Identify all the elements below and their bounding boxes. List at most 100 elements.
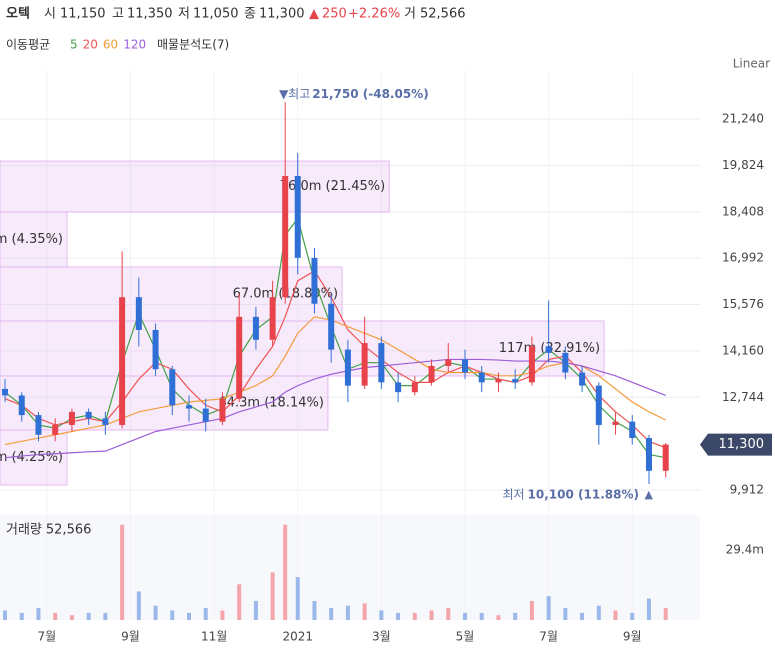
volume-bar	[630, 612, 635, 620]
volume-value: 52,566	[46, 523, 92, 538]
volume-bar	[379, 610, 384, 620]
volume-bar	[529, 600, 534, 620]
candle-body	[612, 421, 619, 425]
candle-body	[579, 372, 586, 386]
x-tick-label: 5월	[456, 630, 475, 644]
candle-body	[545, 346, 552, 353]
label: 종	[244, 7, 256, 22]
candle-body	[445, 359, 452, 366]
volume-bar	[203, 608, 208, 620]
volume-bar	[412, 612, 417, 620]
volume-bar	[53, 612, 58, 620]
y-tick-label: 21,240	[722, 112, 764, 126]
volume-bar	[513, 612, 518, 620]
candle-body	[2, 388, 9, 396]
candle-body	[202, 408, 209, 422]
max-annotation-label: 21,750 (-48.05%)	[312, 87, 428, 101]
candle-body	[35, 415, 42, 435]
candle-body	[236, 316, 243, 399]
candle-body	[311, 257, 318, 304]
x-tick-label: 9월	[623, 630, 642, 644]
candle-body	[328, 303, 335, 350]
volume-bar	[546, 596, 551, 620]
profile-label: 76.0m (21.45%)	[280, 179, 385, 194]
volume-bar	[270, 572, 275, 620]
volume-bar	[496, 615, 501, 620]
candle-body	[186, 405, 193, 409]
volume-bar	[479, 612, 484, 620]
value: 11,350	[127, 7, 173, 22]
volume-panel	[0, 515, 700, 620]
volume-bar	[663, 608, 668, 620]
header: 오텍 시 11,150 고 11,350 저 11,050 종 11,300 ▲…	[6, 6, 770, 71]
x-tick-label: 7월	[539, 630, 558, 644]
profile-bar	[0, 160, 390, 213]
volume-title: 거래량	[6, 523, 42, 538]
value: 11,050	[193, 7, 239, 22]
x-tick-label: 3월	[372, 630, 391, 644]
candle-body	[428, 365, 435, 383]
volume-bar	[563, 608, 568, 620]
max-annotation: ▼	[279, 87, 289, 101]
candle-body	[219, 398, 226, 422]
candle-body	[645, 438, 652, 471]
volume-bar	[283, 524, 288, 620]
volume-bar	[19, 612, 24, 620]
candle-body	[461, 359, 468, 373]
x-tick-label: 9월	[121, 630, 140, 644]
candle-body	[528, 346, 535, 383]
volume-bar	[187, 612, 192, 620]
volume-bar	[396, 612, 401, 620]
volume-tick-label: 29.4m	[726, 543, 764, 557]
volume-bar	[462, 612, 467, 620]
x-tick-label: 11월	[201, 630, 227, 644]
scale-label: Linear	[733, 57, 770, 71]
volume-bar	[429, 610, 434, 620]
candle-body	[102, 418, 109, 425]
volume-bar	[170, 610, 175, 620]
y-tick-label: 19,824	[722, 158, 764, 172]
min-annotation: ▲	[645, 488, 654, 501]
x-tick-label: 7월	[37, 630, 56, 644]
volume-bar	[103, 612, 108, 620]
candle-body	[512, 379, 519, 383]
candle-body	[68, 411, 75, 425]
volume-bar	[362, 603, 367, 620]
candle-body	[562, 352, 569, 373]
y-tick-label: 9,912	[730, 483, 764, 497]
y-tick-label: 16,992	[722, 251, 764, 265]
volume-bar	[329, 608, 334, 620]
value: 52,566	[420, 7, 466, 22]
profile-bar	[0, 320, 605, 377]
legend-entry: 20	[83, 38, 98, 52]
ma-label: 이동평균	[6, 38, 50, 52]
min-annotation-label: 10,100 (11.88%)	[528, 487, 639, 501]
volume-bar	[69, 615, 74, 620]
min-annotation-prefix: 최저	[502, 487, 524, 501]
volume-bar	[86, 612, 91, 620]
volume-bar	[120, 524, 125, 620]
profile-label: 매물분석도(7)	[157, 38, 229, 52]
volume-bar	[596, 605, 601, 620]
y-tick-label: 12,744	[722, 390, 764, 404]
volume-bar	[613, 610, 618, 620]
change: 250	[322, 7, 347, 22]
volume-bar	[3, 610, 8, 620]
volume-bar	[580, 612, 585, 620]
volume-bar	[312, 600, 317, 620]
y-tick-label: 15,576	[722, 297, 764, 311]
y-tick-label: 18,408	[722, 204, 764, 218]
volume-bar	[153, 605, 158, 620]
candle-body	[252, 316, 259, 340]
volume-bar	[295, 577, 300, 620]
volume-bar	[646, 598, 651, 620]
legend-entry: 120	[123, 38, 146, 52]
candle-body	[629, 421, 636, 439]
candle-body	[269, 297, 276, 340]
label: 시	[44, 7, 56, 22]
label: 거	[404, 7, 416, 22]
max-annotation-prefix: 최고	[288, 87, 310, 101]
label: 저	[178, 7, 190, 22]
candle-body	[294, 175, 301, 258]
